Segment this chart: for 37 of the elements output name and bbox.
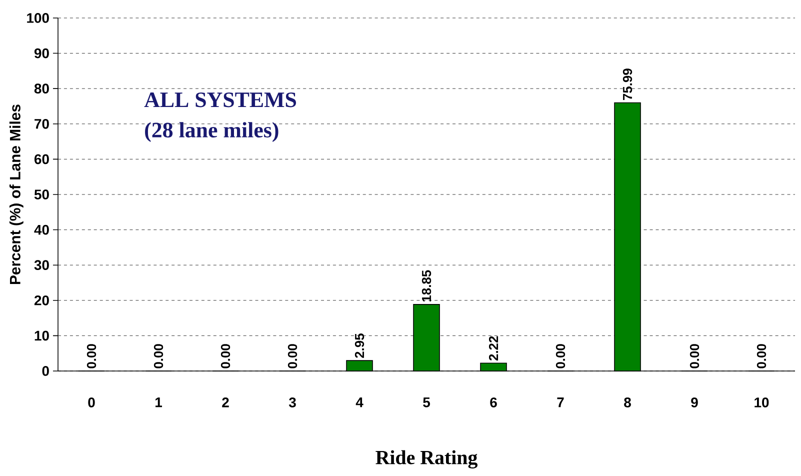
- y-axis-title: Percent (%) of Lane Miles: [9, 104, 24, 284]
- y-tick-label: 10: [34, 330, 49, 341]
- x-tick-label: 6: [490, 397, 497, 408]
- y-tick-label: 60: [34, 154, 49, 164]
- data-label: 0.00: [756, 344, 766, 368]
- y-tick-label: 40: [34, 224, 49, 235]
- x-tick-label: 7: [557, 398, 564, 408]
- y-tick-label: 30: [34, 260, 49, 270]
- annotation: ALL SYSTEMS: [144, 92, 296, 108]
- y-tick-label: 80: [34, 84, 49, 94]
- x-tick-label: 2: [222, 397, 229, 408]
- x-axis-title: Ride Rating: [376, 450, 478, 468]
- y-tick-label: 20: [34, 295, 49, 306]
- y-tick-label: 100: [27, 13, 49, 23]
- data-label: 0.00: [86, 344, 96, 368]
- x-tick-label: 0: [88, 397, 95, 408]
- annotation: (28 lane miles): [145, 122, 278, 142]
- data-label: 0.00: [556, 344, 566, 368]
- x-tick-label: 4: [356, 398, 364, 408]
- x-tick-label: 3: [288, 397, 296, 408]
- data-label: 0.00: [288, 344, 298, 368]
- data-label: 0.00: [690, 344, 700, 368]
- y-tick-label: 70: [34, 118, 49, 129]
- x-tick-label: 10: [754, 397, 769, 408]
- y-tick-label: 0: [42, 366, 49, 376]
- data-label: 2.95: [354, 334, 364, 358]
- data-label: 0.00: [220, 344, 230, 368]
- x-tick-label: 9: [691, 397, 698, 408]
- y-tick-label: 50: [34, 190, 49, 200]
- data-label: 18.85: [422, 270, 432, 302]
- y-tick-label: 90: [34, 48, 49, 58]
- data-label: 75.99: [622, 68, 632, 100]
- data-label: 2.22: [488, 336, 498, 360]
- x-tick-label: 5: [423, 398, 430, 408]
- x-tick-label: 8: [624, 397, 631, 408]
- data-label: 0.00: [154, 344, 164, 368]
- x-tick-label: 1: [156, 398, 162, 408]
